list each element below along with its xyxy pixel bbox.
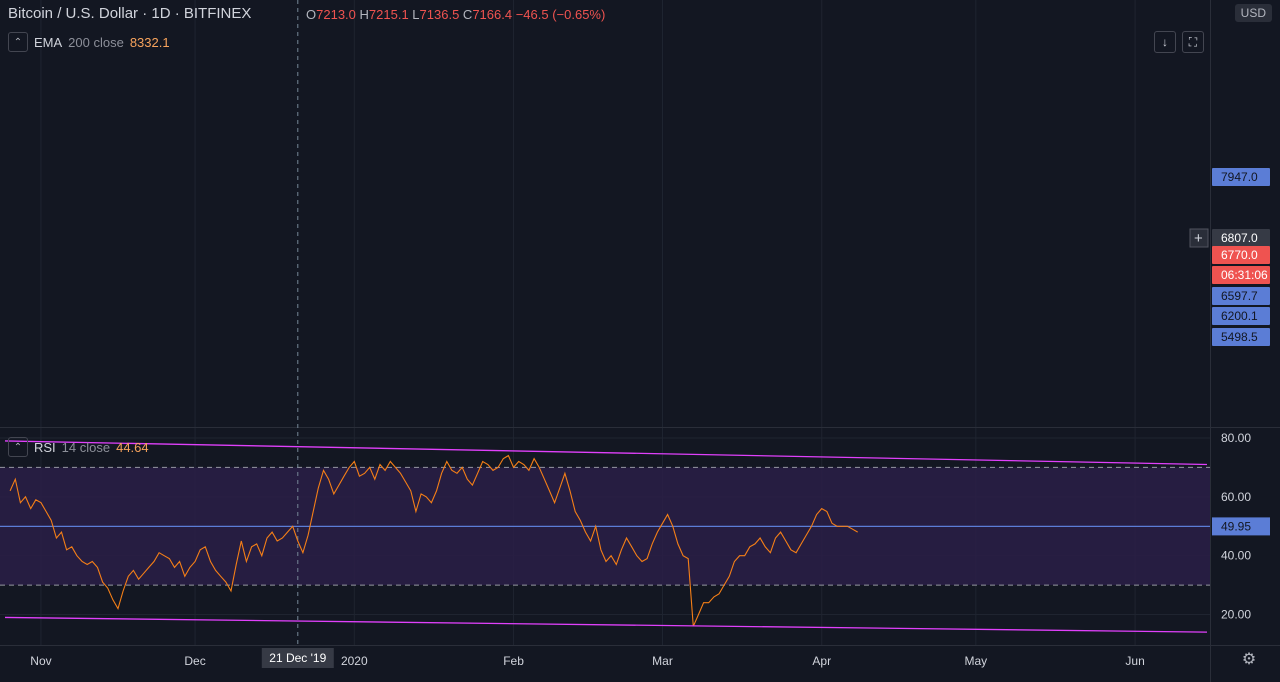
price-label-hline: 5498.5 [1212, 328, 1270, 346]
time-tick-label: Nov [30, 654, 51, 668]
rsi-label-box [1212, 517, 1270, 536]
price-label-last: 6770.0 [1212, 246, 1270, 264]
price-label-box [1212, 328, 1270, 346]
price-label-text: 5498.5 [1221, 330, 1258, 344]
rsi-line [9, 454, 858, 627]
rsi-legend: ⌃ RSI 14 close 44.64 [8, 437, 149, 457]
rsi-tick-label: 40.00 [1221, 549, 1251, 563]
price-label-text: 6200.1 [1221, 309, 1258, 323]
crosshair-date-label: 21 Dec '19 [261, 648, 334, 668]
ema-name: EMA [34, 34, 63, 50]
symbol-title: Bitcoin / U.S. Dollar · 1D · BITFINEX [8, 5, 252, 22]
price-label-box [1212, 287, 1270, 305]
rsi-tick-label: 60.00 [1221, 490, 1251, 504]
price-label-text: 6807.0 [1221, 231, 1258, 245]
ema-legend: ⌃ EMA 200 close 8332.1 [8, 32, 170, 52]
price-label-text: 6597.7 [1221, 289, 1258, 303]
crosshair-date-box [261, 648, 334, 668]
price-label-box [1212, 266, 1270, 284]
price-label-countdown: 06:31:06 [1212, 266, 1270, 284]
fullscreen-icon[interactable]: ⛶ [1182, 31, 1204, 53]
ema-value: 8332.1 [129, 34, 170, 50]
crosshair-date-text: 21 Dec '19 [269, 651, 326, 665]
plus-icon: + [1194, 230, 1203, 247]
time-tick-label: 2020 [341, 654, 368, 668]
rsi-upper-trendline [4, 440, 1208, 466]
price-label-text: 7947.0 [1221, 170, 1258, 184]
time-tick-label: May [965, 654, 988, 668]
currency-badge[interactable]: USD [1234, 4, 1272, 22]
close-value: 7166.4 [472, 7, 513, 22]
time-tick-label: Jun [1125, 654, 1144, 668]
add-alert-button[interactable]: + [1189, 228, 1209, 248]
price-label-box [1212, 229, 1270, 247]
collapse-chevron-icon[interactable]: ⌃ [8, 437, 28, 457]
price-label-hline: 6807.0 [1212, 229, 1270, 247]
rsi-tick-label: 80.00 [1221, 431, 1251, 445]
price-label-hline: 7947.0 [1212, 168, 1270, 186]
time-tick-label: Mar [652, 654, 673, 668]
price-label-text: 6770.0 [1221, 248, 1258, 262]
add-alert-box [1189, 228, 1209, 248]
price-label-box [1212, 307, 1270, 325]
ema-params: 200 close [68, 34, 124, 50]
rsi-value: 44.64 [116, 439, 149, 455]
gear-icon[interactable]: ⚙ [1241, 651, 1257, 668]
download-arrow-icon[interactable]: ↓ [1154, 31, 1176, 53]
rsi-axis: 80.00 60.00 40.00 20.00 49.95 [1212, 431, 1270, 622]
rsi-params: 14 close [61, 439, 111, 455]
price-label-hline: 6597.7 [1212, 287, 1270, 305]
price-label-hline: 6200.1 [1212, 307, 1270, 325]
time-tick-label: Feb [503, 654, 524, 668]
rsi-current-label: 49.95 [1212, 517, 1270, 536]
price-axis: 4000.09000.010000.07947.06807.06770.006:… [1212, 168, 1270, 346]
rsi-label-text: 49.95 [1221, 519, 1251, 533]
low-value: 7136.5 [419, 7, 460, 22]
time-tick-label: Dec [184, 654, 205, 668]
high-value: 7215.1 [368, 7, 409, 22]
change-value: −46.5 (−0.65%) [515, 7, 606, 22]
collapse-chevron-icon[interactable]: ⌃ [8, 32, 28, 52]
rsi-lower-trendline [4, 616, 1208, 633]
price-label-box [1212, 246, 1270, 264]
price-label-box [1212, 168, 1270, 186]
open-value: 7213.0 [316, 7, 356, 22]
ohlc-readout: O7213.0 H7215.1 L7136.5 C7166.4 −46.5 (−… [306, 7, 606, 22]
time-tick-label: Apr [812, 654, 831, 668]
price-label-text: 06:31:06 [1221, 268, 1268, 282]
rsi-name: RSI [34, 439, 56, 455]
rsi-tick-label: 20.00 [1221, 608, 1251, 622]
time-axis: Nov Dec 2020 Feb Mar Apr May Jun 21 Dec '19 [30, 648, 1145, 668]
